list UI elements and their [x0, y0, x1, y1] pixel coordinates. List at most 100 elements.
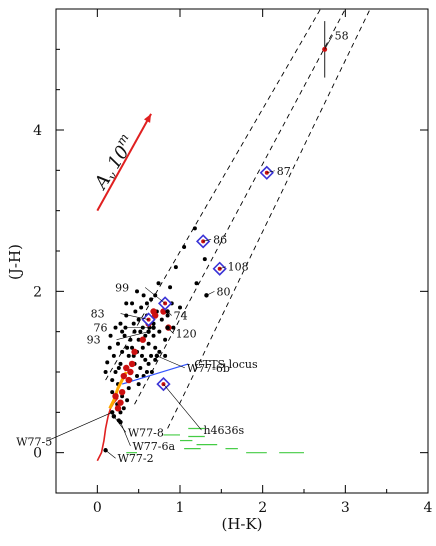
source-label: W77-6a: [132, 440, 175, 453]
star-point: [108, 333, 113, 338]
source-label: 80: [216, 285, 230, 298]
x-tick-label: 3: [341, 500, 350, 516]
star-point: [135, 289, 140, 294]
star-point: [157, 329, 162, 334]
star-point: [110, 378, 115, 383]
star-point: [156, 281, 161, 286]
star-point: [149, 297, 154, 302]
star-point: [111, 353, 116, 358]
highlighted-point: [117, 399, 124, 406]
star-point: [132, 329, 137, 334]
source-label: W77-8: [128, 426, 164, 439]
star-point: [143, 357, 148, 362]
star-point: [121, 406, 126, 411]
ctts-locus-line: [121, 363, 189, 385]
star-point: [149, 370, 154, 374]
leader-line: [116, 331, 149, 340]
star-point: [120, 349, 125, 354]
star-point: [202, 257, 207, 262]
star-point: [153, 357, 158, 362]
star-point: [139, 305, 144, 310]
star-point: [128, 337, 133, 342]
axes: 0 1 2 3 4 0 2 4: [33, 8, 433, 516]
star-point: [107, 345, 112, 350]
source-label: 108: [228, 261, 249, 274]
main-sequence-curve: [96, 397, 119, 462]
extinction-label-value: 10: [104, 142, 134, 173]
extinction-vector: Av10m: [87, 113, 152, 212]
star-point: [118, 410, 123, 415]
highlighted-point: [125, 376, 132, 384]
star-point: [136, 317, 141, 322]
leader-line: [266, 170, 275, 174]
star-point: [126, 353, 131, 358]
leader-line: [156, 355, 185, 369]
extinction-arrow-head: [143, 113, 152, 123]
source-label: h4636s: [203, 424, 244, 437]
star-point: [149, 353, 154, 358]
star-point: [136, 337, 141, 342]
leader-line: [144, 287, 166, 304]
star-point: [125, 398, 130, 403]
x-tick-label: 1: [176, 500, 185, 516]
star-point: [141, 293, 146, 298]
star-point: [116, 365, 121, 370]
reddening-line: [134, 8, 346, 405]
highlighted-point: [114, 405, 122, 412]
star-point: [159, 317, 164, 322]
intrinsic-curves: CTTS locus: [96, 358, 258, 462]
leader-line: [120, 313, 149, 320]
star-point: [139, 353, 144, 358]
source-label: W77-2: [118, 452, 154, 465]
star-point: [138, 365, 143, 370]
star-point: [122, 333, 127, 338]
leader-line: [120, 421, 131, 447]
leader-line: [163, 383, 202, 431]
highlighted-point: [118, 388, 126, 396]
star-point: [165, 313, 170, 318]
reddening-band: [105, 8, 371, 429]
green-segments: [126, 427, 304, 454]
leader-line: [167, 327, 174, 334]
highlighted-point: [123, 364, 130, 372]
star-point: [144, 370, 149, 374]
star-point: [163, 337, 168, 342]
star-point: [103, 370, 108, 374]
extinction-arrow: [96, 113, 152, 212]
y-tick-label: 0: [33, 446, 42, 462]
y-tick-label: 4: [33, 123, 42, 139]
source-label: 87: [277, 165, 291, 178]
star-point: [113, 325, 118, 330]
star-point: [133, 309, 138, 314]
star-point: [163, 353, 168, 358]
x-tick-label: 0: [93, 500, 102, 516]
highlighted-point: [120, 372, 127, 380]
star-point: [168, 285, 173, 290]
star-point: [140, 345, 145, 350]
leader-line: [46, 412, 113, 442]
star-point: [146, 361, 151, 366]
source-label: W77-5: [16, 435, 52, 448]
plot-frame: [55, 8, 429, 494]
star-point: [124, 313, 129, 318]
star-point: [124, 301, 129, 306]
star-point: [194, 281, 199, 286]
extinction-label: Av10m: [87, 131, 142, 196]
source-label: 83: [91, 308, 105, 321]
star-point: [173, 265, 178, 270]
x-axis-label: (H-K): [221, 515, 262, 533]
source-label: 120: [176, 328, 197, 341]
star-point: [120, 329, 125, 334]
highlighted-point: [112, 393, 119, 400]
labeled-sources: 58 87 86 108 80 99 83 74 76 120 93 W77-6b h4636s W77-…: [16, 21, 349, 465]
y-axis-label: (J-H): [6, 244, 24, 280]
source-label: 74: [174, 310, 188, 323]
leader-line: [203, 239, 212, 242]
star-point: [118, 321, 123, 326]
star-point: [192, 226, 197, 231]
star-point: [151, 333, 156, 338]
ctts-locus-label: CTTS locus: [194, 358, 258, 371]
star-point: [130, 345, 135, 350]
leader-line: [324, 35, 333, 50]
